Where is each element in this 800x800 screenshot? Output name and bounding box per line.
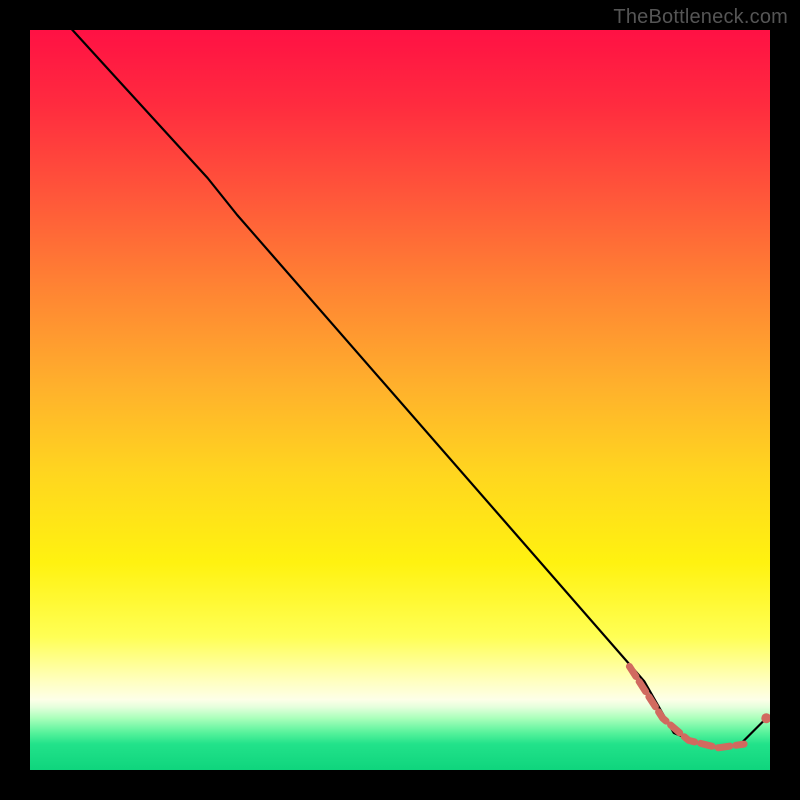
curve-line <box>52 30 766 748</box>
chart-svg-overlay <box>30 30 770 770</box>
chart-plot-area <box>30 30 770 770</box>
dashed-highlight <box>629 666 744 747</box>
watermark-text: TheBottleneck.com <box>613 6 788 29</box>
